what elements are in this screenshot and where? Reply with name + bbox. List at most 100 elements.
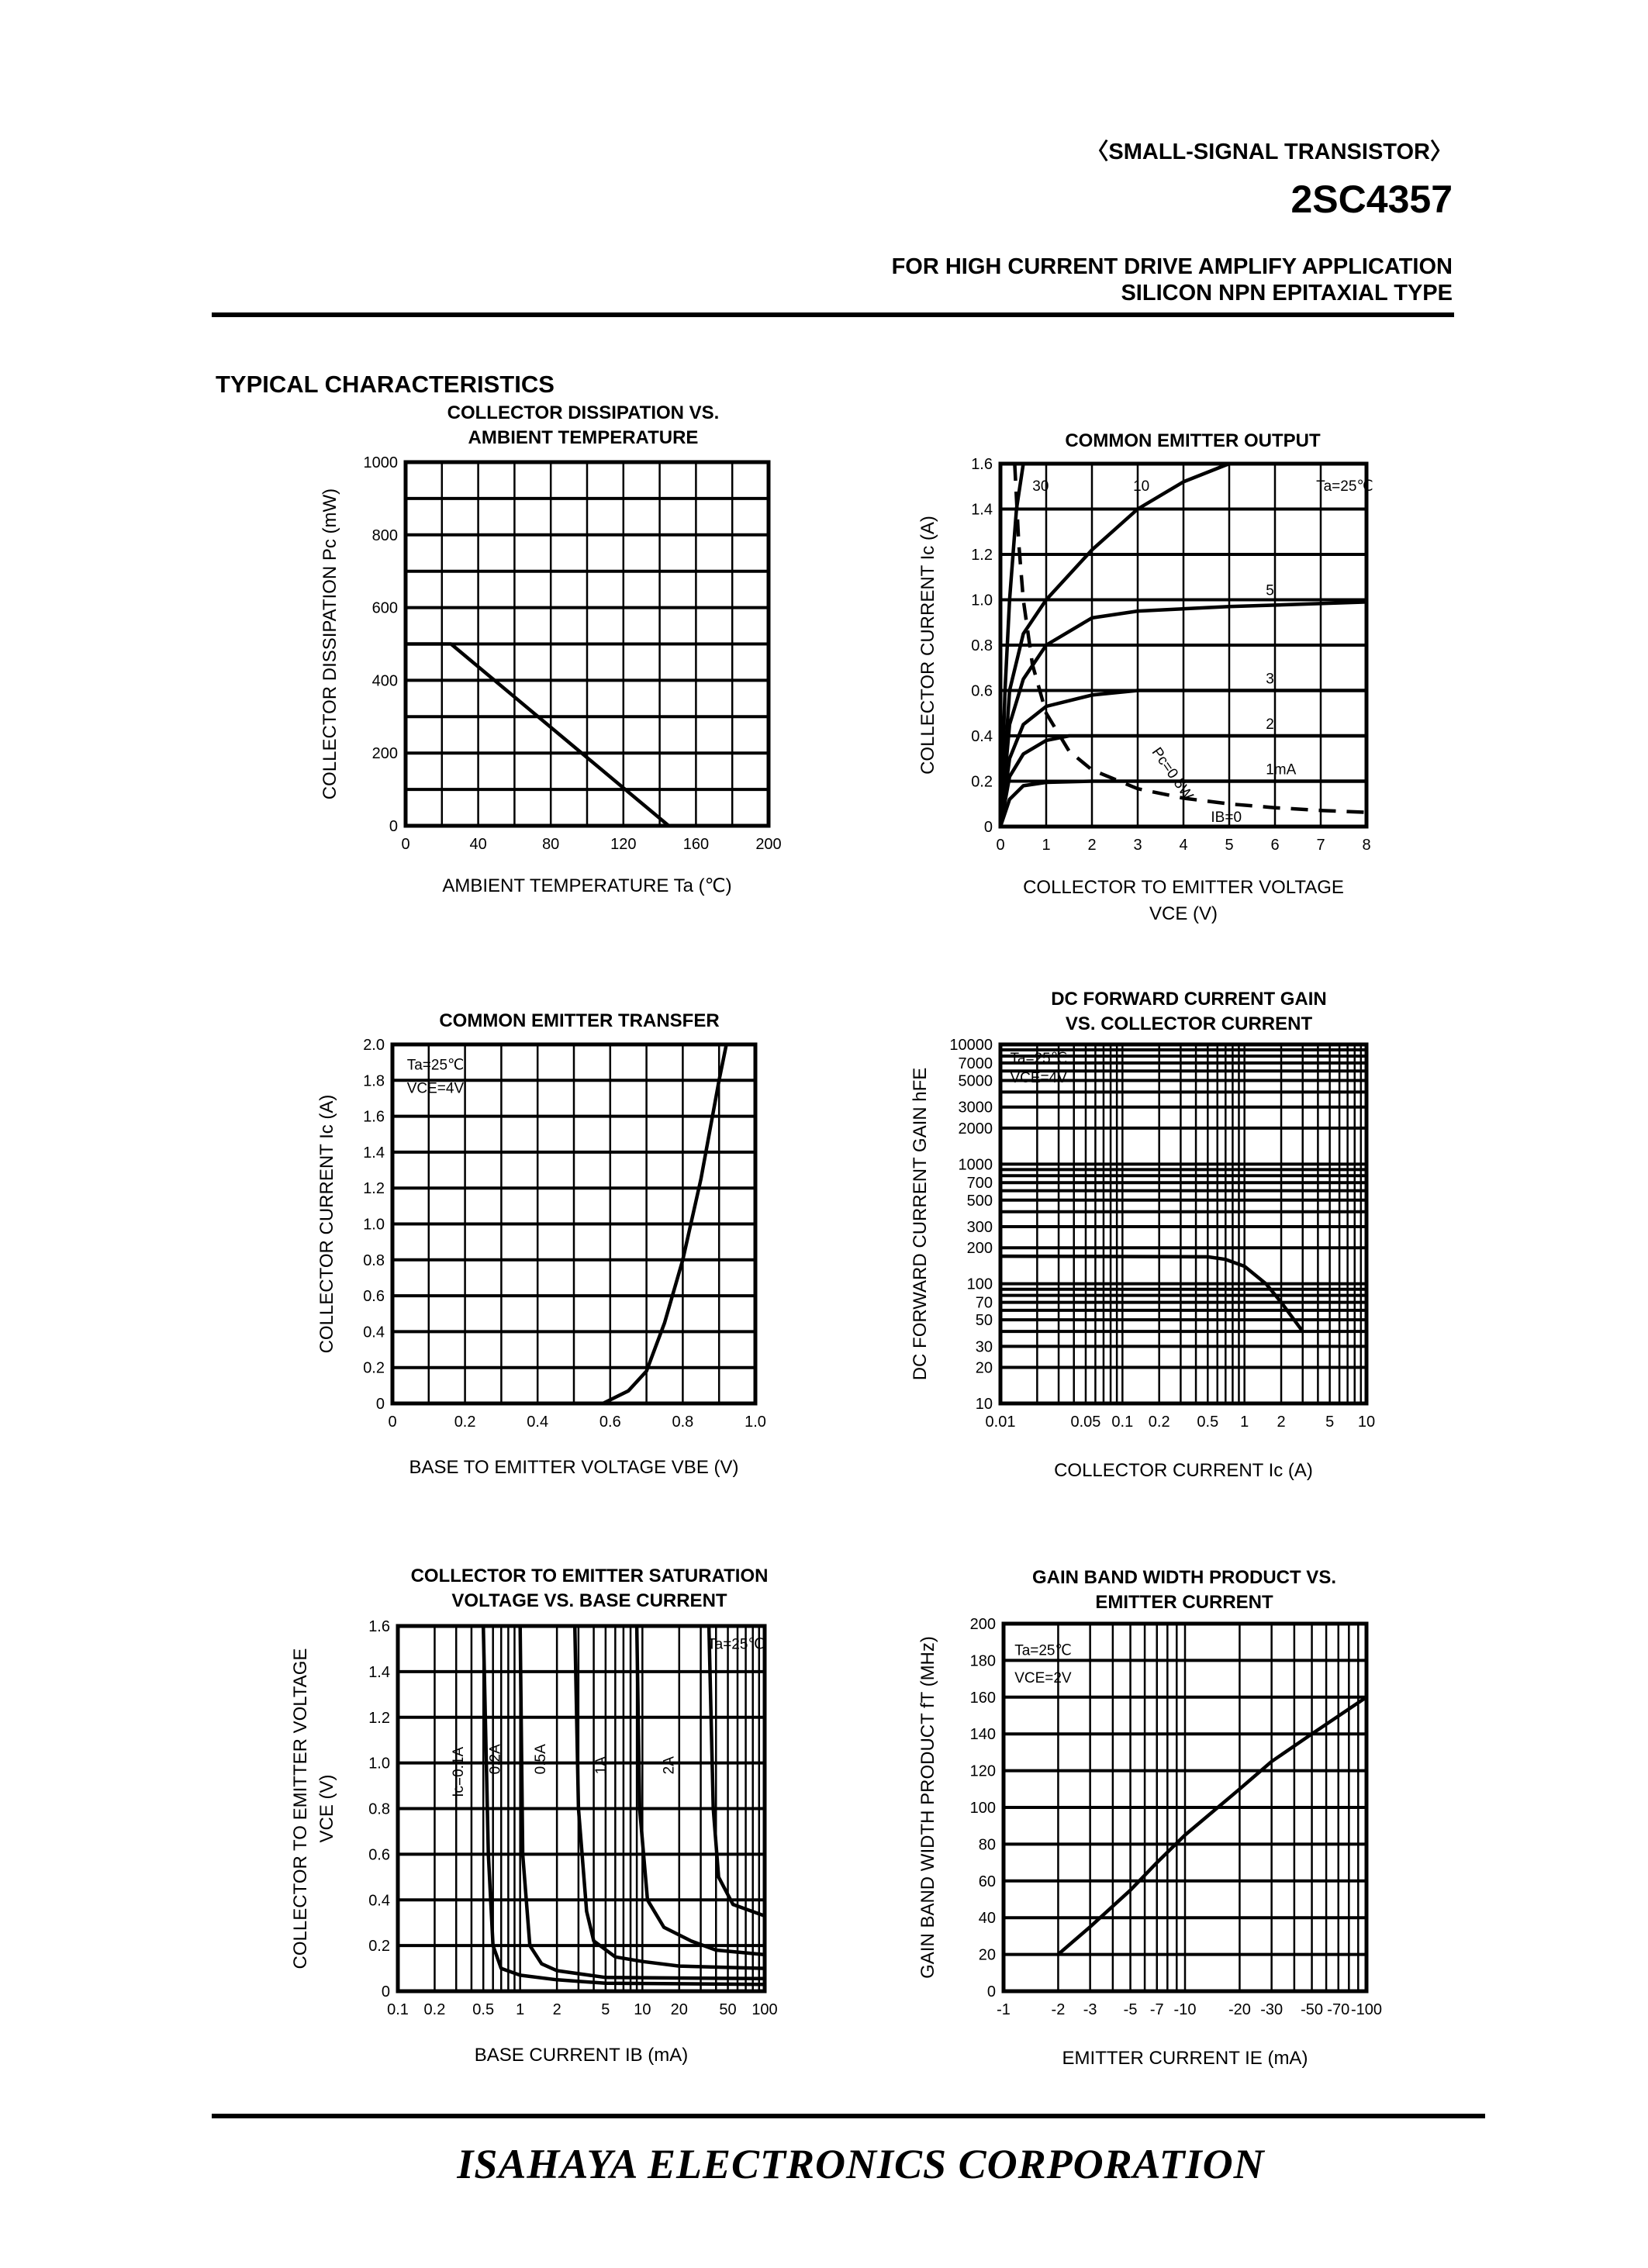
x-tick-label: 1.0 [745, 1414, 766, 1431]
x-axis-label: EMITTER CURRENT IE (mA) [1062, 2048, 1308, 2069]
chart-annotation: 2 [1266, 716, 1274, 733]
y-tick-label: 0 [376, 1396, 385, 1413]
x-axis-label: VCE (V) [1149, 903, 1218, 924]
x-tick-label: 0 [996, 837, 1004, 854]
x-tick-label: 5 [601, 2001, 610, 2018]
plot-frame [390, 1042, 758, 1406]
x-tick-label: 10 [634, 2001, 651, 2018]
x-tick-label: -70 [1327, 2001, 1349, 2018]
x-tick-label: -2 [1052, 2001, 1066, 2018]
y-tick-label: 5000 [959, 1072, 993, 1089]
y-tick-label: 2.0 [363, 1037, 385, 1054]
y-tick-label: 0.4 [368, 1892, 390, 1909]
x-tick-label: 4 [1179, 837, 1187, 854]
y-axis-label: COLLECTOR TO EMITTER VOLTAGE [290, 1648, 311, 1969]
application-label: FOR HIGH CURRENT DRIVE AMPLIFY APPLICATI… [891, 254, 1453, 279]
chart-annotation: 30 [1032, 478, 1049, 495]
x-tick-label: 120 [610, 836, 636, 853]
chart-1: 0 40 80 120 160 200 0 200 400 600 800 1000 COLLECTOR… [320, 402, 782, 896]
x-tick-label: -30 [1260, 2001, 1283, 2018]
y-tick-label: 10 [976, 1396, 993, 1413]
x-tick-label: 0.8 [672, 1414, 693, 1431]
chart-annotation: VCE=4V [407, 1081, 465, 1097]
chart-annotation: 0.2A [487, 1744, 503, 1774]
series-line [602, 1044, 728, 1406]
x-tick-label: 8 [1362, 837, 1370, 854]
series-line-3 [998, 689, 1366, 827]
y-tick-label: 1.6 [368, 1618, 390, 1635]
y-tick-label: 800 [372, 527, 398, 544]
y-tick-label: 60 [979, 1873, 996, 1890]
y-tick-label: 20 [976, 1360, 993, 1377]
chart-5: 0.1 0.2 0.5 1 2 5 10 20 50 100 0 0.2 0.4 0.6 0.8 1.0 1.2… [290, 1566, 778, 2066]
x-tick-label: 0.6 [599, 1414, 621, 1431]
y-tick-label: 160 [970, 1690, 996, 1707]
y-tick-label: 0.6 [971, 683, 993, 700]
plot-frame [1001, 1621, 1369, 1994]
series-line-30 [998, 463, 1025, 827]
series-line-02A [518, 1625, 765, 1981]
y-tick-label: 700 [967, 1175, 993, 1192]
section-title: TYPICAL CHARACTERISTICS [216, 371, 555, 398]
y-axis-label: COLLECTOR DISSIPATION Pc (mW) [320, 488, 340, 799]
x-tick-label: -1 [997, 2001, 1011, 2018]
y-tick-label: 1.0 [363, 1217, 385, 1234]
x-tick-label: 0.5 [1197, 1414, 1218, 1431]
y-tick-label: 200 [970, 1616, 996, 1633]
chart-annotation: 1mA [1266, 762, 1296, 778]
y-axis-label: COLLECTOR CURRENT Ic (A) [316, 1095, 337, 1354]
chart-annotation: Ta=25℃ [1010, 1051, 1067, 1067]
x-tick-label: 0.5 [472, 2001, 494, 2018]
x-tick-label: -100 [1351, 2001, 1382, 2018]
x-tick-label: -50 [1301, 2001, 1323, 2018]
x-tick-label: 0 [388, 1414, 396, 1431]
y-tick-label: 1.4 [368, 1664, 390, 1681]
y-tick-label: 3000 [959, 1099, 993, 1117]
y-tick-label: 400 [372, 672, 398, 689]
type-label: SILICON NPN EPITAXIAL TYPE [1121, 281, 1453, 306]
y-tick-label: 1.2 [368, 1710, 390, 1727]
x-tick-label: 1 [516, 2001, 524, 2018]
y-tick-label: 1.2 [971, 547, 993, 564]
chart-2: 0 1 2 3 4 5 6 7 8 0 0.2 0.4 0.6 0.8 1.0 1.2 1.4 1.6 COMMON… [917, 430, 1373, 924]
chart-title: COMMON EMITTER OUTPUT [1065, 430, 1321, 451]
y-tick-label: 0 [382, 1983, 390, 2000]
x-tick-label: 10 [1358, 1414, 1375, 1431]
x-tick-label: 6 [1270, 837, 1279, 854]
y-tick-label: 10000 [949, 1037, 993, 1054]
y-tick-label: 120 [970, 1763, 996, 1780]
y-tick-label: 70 [976, 1295, 993, 1312]
x-axis-label: BASE CURRENT IB (mA) [475, 2045, 689, 2066]
plot-frame [998, 1042, 1369, 1406]
x-tick-label: 0.2 [1149, 1414, 1170, 1431]
x-tick-label: 5 [1225, 837, 1233, 854]
chart-annotation: Ic=0.1A [451, 1746, 467, 1797]
chart-6: -1 -2 -3 -5 -7 -10 -20 -30 -50 -70 -100 0 20 40 60 80 10… [917, 1567, 1382, 2069]
y-tick-label: 0.2 [363, 1360, 385, 1377]
y-tick-label: 80 [979, 1836, 996, 1853]
x-tick-label: 2 [553, 2001, 561, 2018]
series-line-05A [572, 1625, 765, 1970]
series-line-2A [707, 1625, 765, 1918]
y-tick-label: 0.8 [971, 637, 993, 654]
series-line-10 [998, 461, 1230, 827]
x-tick-label: 0.05 [1071, 1414, 1101, 1431]
y-tick-label: 200 [967, 1240, 993, 1257]
company-name: ISAHAYA ELECTRONICS CORPORATION [457, 2141, 1265, 2187]
chart-annotation: Ta=25℃ [707, 1636, 765, 1652]
y-tick-label: 1.0 [368, 1755, 390, 1773]
x-tick-label: -20 [1228, 2001, 1251, 2018]
part-number: 2SC4357 [1290, 178, 1453, 221]
y-tick-label: 300 [967, 1219, 993, 1236]
y-tick-label: 0.8 [368, 1801, 390, 1818]
chart-annotation: Ta=25℃ [407, 1057, 465, 1073]
y-tick-label: 0.4 [363, 1324, 385, 1341]
chart-annotation: 10 [1133, 478, 1149, 495]
series-line-1mA [998, 779, 1366, 827]
y-axis-label: COLLECTOR CURRENT Ic (A) [917, 516, 938, 775]
x-tick-label: 0.4 [527, 1414, 548, 1431]
y-tick-label: 1000 [959, 1156, 993, 1173]
chart-title: AMBIENT TEMPERATURE [468, 427, 699, 448]
y-tick-label: 1.6 [971, 456, 993, 473]
